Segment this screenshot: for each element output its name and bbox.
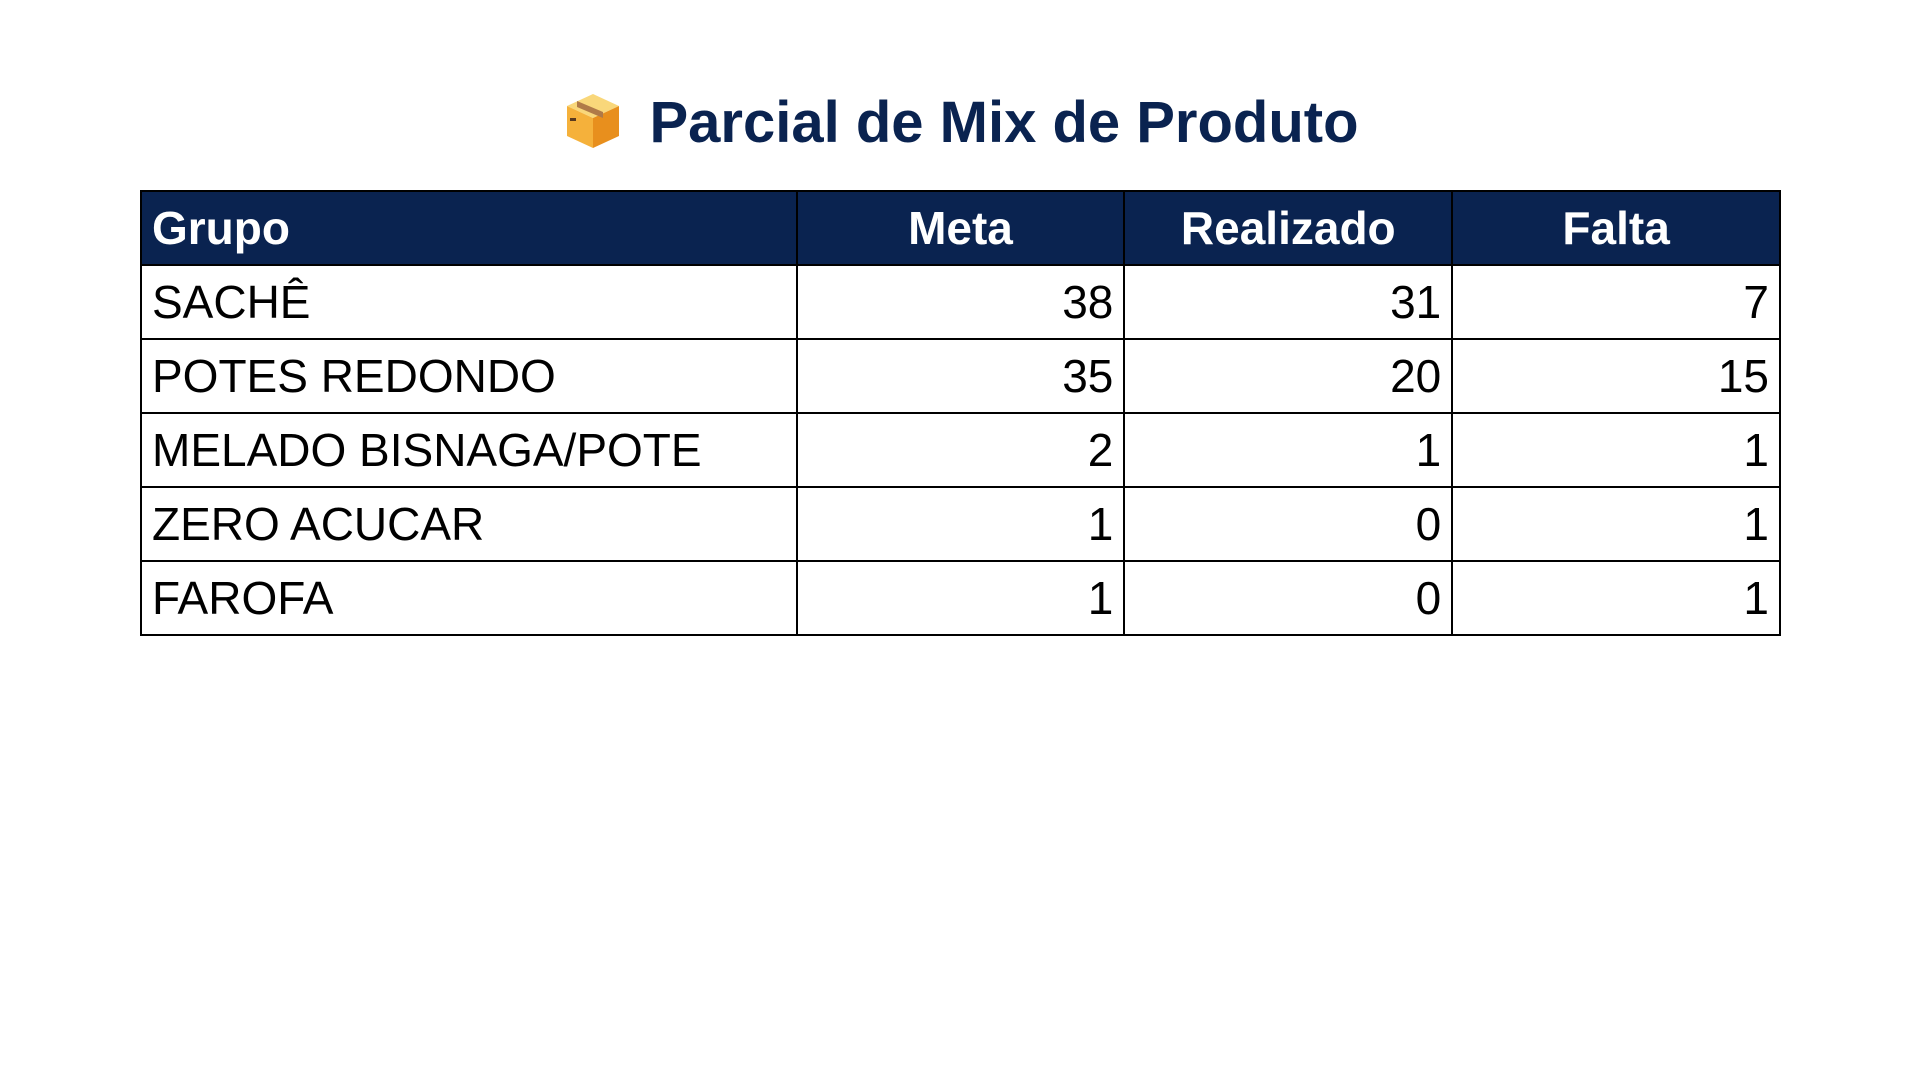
cell-meta: 1 <box>795 486 1126 562</box>
cell-falta: 15 <box>1451 338 1781 414</box>
cell-realizado: 0 <box>1123 486 1454 562</box>
cell-realizado: 1 <box>1123 412 1454 488</box>
cell-realizado: 0 <box>1123 560 1454 636</box>
cell-grupo: ZERO ACUCAR <box>140 486 798 562</box>
cell-grupo: SACHÊ <box>140 264 798 340</box>
cell-realizado: 20 <box>1123 338 1454 414</box>
cell-meta: 38 <box>795 264 1126 340</box>
table-header-row: Grupo Meta Realizado Falta <box>140 190 1781 266</box>
table-row: ZERO ACUCAR 1 0 1 <box>140 486 1781 562</box>
cell-grupo: MELADO BISNAGA/POTE <box>140 412 798 488</box>
cell-meta: 1 <box>795 560 1126 636</box>
cell-falta: 1 <box>1451 560 1781 636</box>
header-realizado: Realizado <box>1123 190 1454 266</box>
header-falta: Falta <box>1451 190 1781 266</box>
cell-meta: 35 <box>795 338 1126 414</box>
title-text: Parcial de Mix de Produto <box>649 90 1359 155</box>
table-row: FAROFA 1 0 1 <box>140 560 1781 636</box>
header-grupo: Grupo <box>140 190 798 266</box>
cell-falta: 7 <box>1451 264 1781 340</box>
cell-falta: 1 <box>1451 412 1781 488</box>
page-title: Parcial de Mix de Produto <box>0 88 1920 158</box>
table-row: MELADO BISNAGA/POTE 2 1 1 <box>140 412 1781 488</box>
package-box-icon <box>567 94 620 148</box>
cell-realizado: 31 <box>1123 264 1454 340</box>
cell-grupo: POTES REDONDO <box>140 338 798 414</box>
mix-table: Grupo Meta Realizado Falta SACHÊ 38 31 7 POT… <box>140 190 1781 636</box>
table-row: POTES REDONDO 35 20 15 <box>140 338 1781 414</box>
cell-falta: 1 <box>1451 486 1781 562</box>
header-meta: Meta <box>795 190 1126 266</box>
table-row: SACHÊ 38 31 7 <box>140 264 1781 340</box>
cell-grupo: FAROFA <box>140 560 798 636</box>
cell-meta: 2 <box>795 412 1126 488</box>
